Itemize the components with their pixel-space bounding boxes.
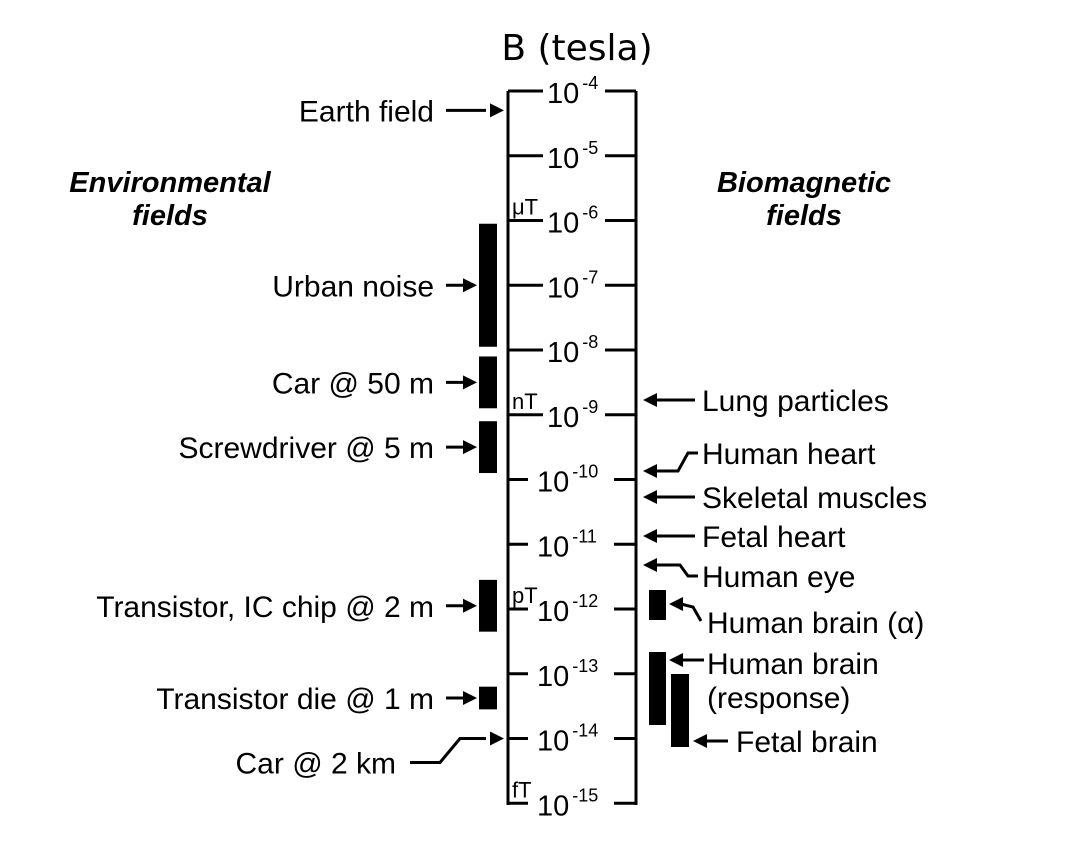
environmental-bar-3 bbox=[479, 421, 497, 474]
tick-label-0: 10 -4 bbox=[547, 73, 598, 110]
heading-biomagnetic-line1: Biomagnetic bbox=[717, 167, 891, 199]
tick-label-11: 10 -15 bbox=[537, 785, 598, 822]
environmental-arrow-3 bbox=[463, 440, 477, 455]
environmental-bar-1 bbox=[479, 223, 497, 347]
environmental-label-4: Transistor, IC chip @ 2 m bbox=[96, 591, 434, 624]
environmental-arrow-2 bbox=[463, 375, 477, 390]
skeletal-muscles-arrow bbox=[643, 490, 657, 504]
diagram-title: B (tesla) bbox=[501, 28, 652, 69]
environmental-item-6: Car @ 2 km bbox=[236, 731, 504, 781]
fetal-brain-bar bbox=[671, 674, 689, 747]
environmental-label-5: Transistor die @ 1 m bbox=[156, 683, 434, 716]
environmental-item-3: Screwdriver @ 5 m bbox=[179, 421, 497, 474]
tick-label-1: 10 -5 bbox=[547, 138, 598, 175]
unit-label-3: fT bbox=[512, 777, 532, 802]
environmental-arrow-6 bbox=[490, 731, 504, 746]
environmental-arrow-1 bbox=[463, 278, 477, 293]
fetal-heart-label: Fetal heart bbox=[702, 521, 846, 554]
human-brain-response-bar bbox=[649, 652, 666, 725]
lung-particles-arrow bbox=[643, 393, 657, 407]
environmental-label-2: Car @ 50 m bbox=[272, 367, 434, 400]
human-eye-item: Human eye bbox=[643, 558, 855, 594]
tick-label-8: 10 -12 bbox=[537, 591, 598, 628]
human-brain-alpha-bar bbox=[649, 590, 666, 620]
environmental-bar-4 bbox=[479, 579, 497, 632]
tick-label-3: 10 -7 bbox=[547, 267, 598, 304]
scale-frame bbox=[506, 91, 638, 805]
unit-label-0: μT bbox=[512, 195, 538, 220]
human-brain-alpha-item: Human brain (α) bbox=[649, 590, 924, 640]
environmental-label-1: Urban noise bbox=[272, 270, 434, 303]
environmental-label-3: Screwdriver @ 5 m bbox=[179, 432, 435, 465]
environmental-item-1: Urban noise bbox=[272, 223, 497, 347]
unit-label-2: pT bbox=[512, 583, 538, 608]
environmental-arrow-5 bbox=[463, 691, 477, 706]
fetal-brain-item: Fetal brain bbox=[671, 674, 878, 759]
tick-label-5: 10 -9 bbox=[547, 397, 598, 434]
environmental-item-5: Transistor die @ 1 m bbox=[156, 683, 497, 716]
environmental-item-4: Transistor, IC chip @ 2 m bbox=[96, 579, 497, 632]
human-heart-label: Human heart bbox=[702, 438, 876, 471]
tick-label-7: 10 -11 bbox=[537, 526, 597, 563]
tick-label-9: 10 -13 bbox=[537, 656, 598, 693]
tick-label-6: 10 -10 bbox=[537, 462, 598, 499]
environmental-arrow-0 bbox=[490, 103, 504, 118]
unit-label-1: nT bbox=[512, 389, 538, 414]
environmental-item-2: Car @ 50 m bbox=[272, 356, 497, 409]
environmental-bar-5 bbox=[479, 686, 497, 710]
human-brain-response-item: Human brain (response) bbox=[649, 648, 879, 725]
lung-particles-label: Lung particles bbox=[702, 385, 889, 418]
skeletal-muscles-item: Skeletal muscles bbox=[643, 482, 927, 515]
human-heart-item: Human heart bbox=[643, 438, 876, 478]
environmental-item-0: Earth field bbox=[299, 95, 504, 128]
human-brain-response-label-line1: Human brain bbox=[707, 648, 879, 681]
human-brain-alpha-label: Human brain (α) bbox=[707, 607, 924, 640]
environmental-label-0: Earth field bbox=[299, 95, 434, 128]
fetal-heart-item: Fetal heart bbox=[643, 521, 846, 554]
biomagnetic-fields-group: Lung particles Human heart Skeletal musc… bbox=[643, 385, 927, 759]
human-eye-arrow bbox=[643, 558, 657, 572]
heading-environmental-line1: Environmental bbox=[69, 167, 271, 199]
fetal-heart-arrow bbox=[643, 529, 657, 543]
environmental-label-6: Car @ 2 km bbox=[236, 748, 396, 781]
environmental-arrow-4 bbox=[463, 598, 477, 613]
tick-label-10: 10 -14 bbox=[537, 721, 598, 758]
heading-biomagnetic-line2: fields bbox=[766, 200, 842, 232]
scale-unit-markers: μT nT pT fT bbox=[512, 195, 538, 803]
human-brain-response-label-line2: (response) bbox=[707, 682, 850, 715]
scale-ticks: 10-4 10-5 10-6 10-7 10-8 10-9 10-10 10-11 10 -12 1… bbox=[508, 73, 636, 822]
fetal-brain-label: Fetal brain bbox=[736, 726, 878, 759]
skeletal-muscles-label: Skeletal muscles bbox=[702, 482, 927, 515]
fetal-brain-arrow bbox=[693, 734, 707, 748]
lung-particles-item: Lung particles bbox=[643, 385, 889, 418]
human-eye-label: Human eye bbox=[702, 561, 855, 594]
tick-label-2: 10 -6 bbox=[547, 203, 598, 240]
heading-environmental-line2: fields bbox=[132, 200, 208, 232]
human-brain-response-arrow bbox=[669, 653, 683, 667]
human-heart-arrow bbox=[643, 464, 657, 478]
environmental-fields-group: Earth field Urban noise Car @ 50 m Screwdri… bbox=[96, 95, 504, 781]
tick-label-4: 10 -8 bbox=[547, 332, 598, 369]
environmental-bar-2 bbox=[479, 356, 497, 409]
human-brain-alpha-arrow bbox=[669, 597, 683, 611]
